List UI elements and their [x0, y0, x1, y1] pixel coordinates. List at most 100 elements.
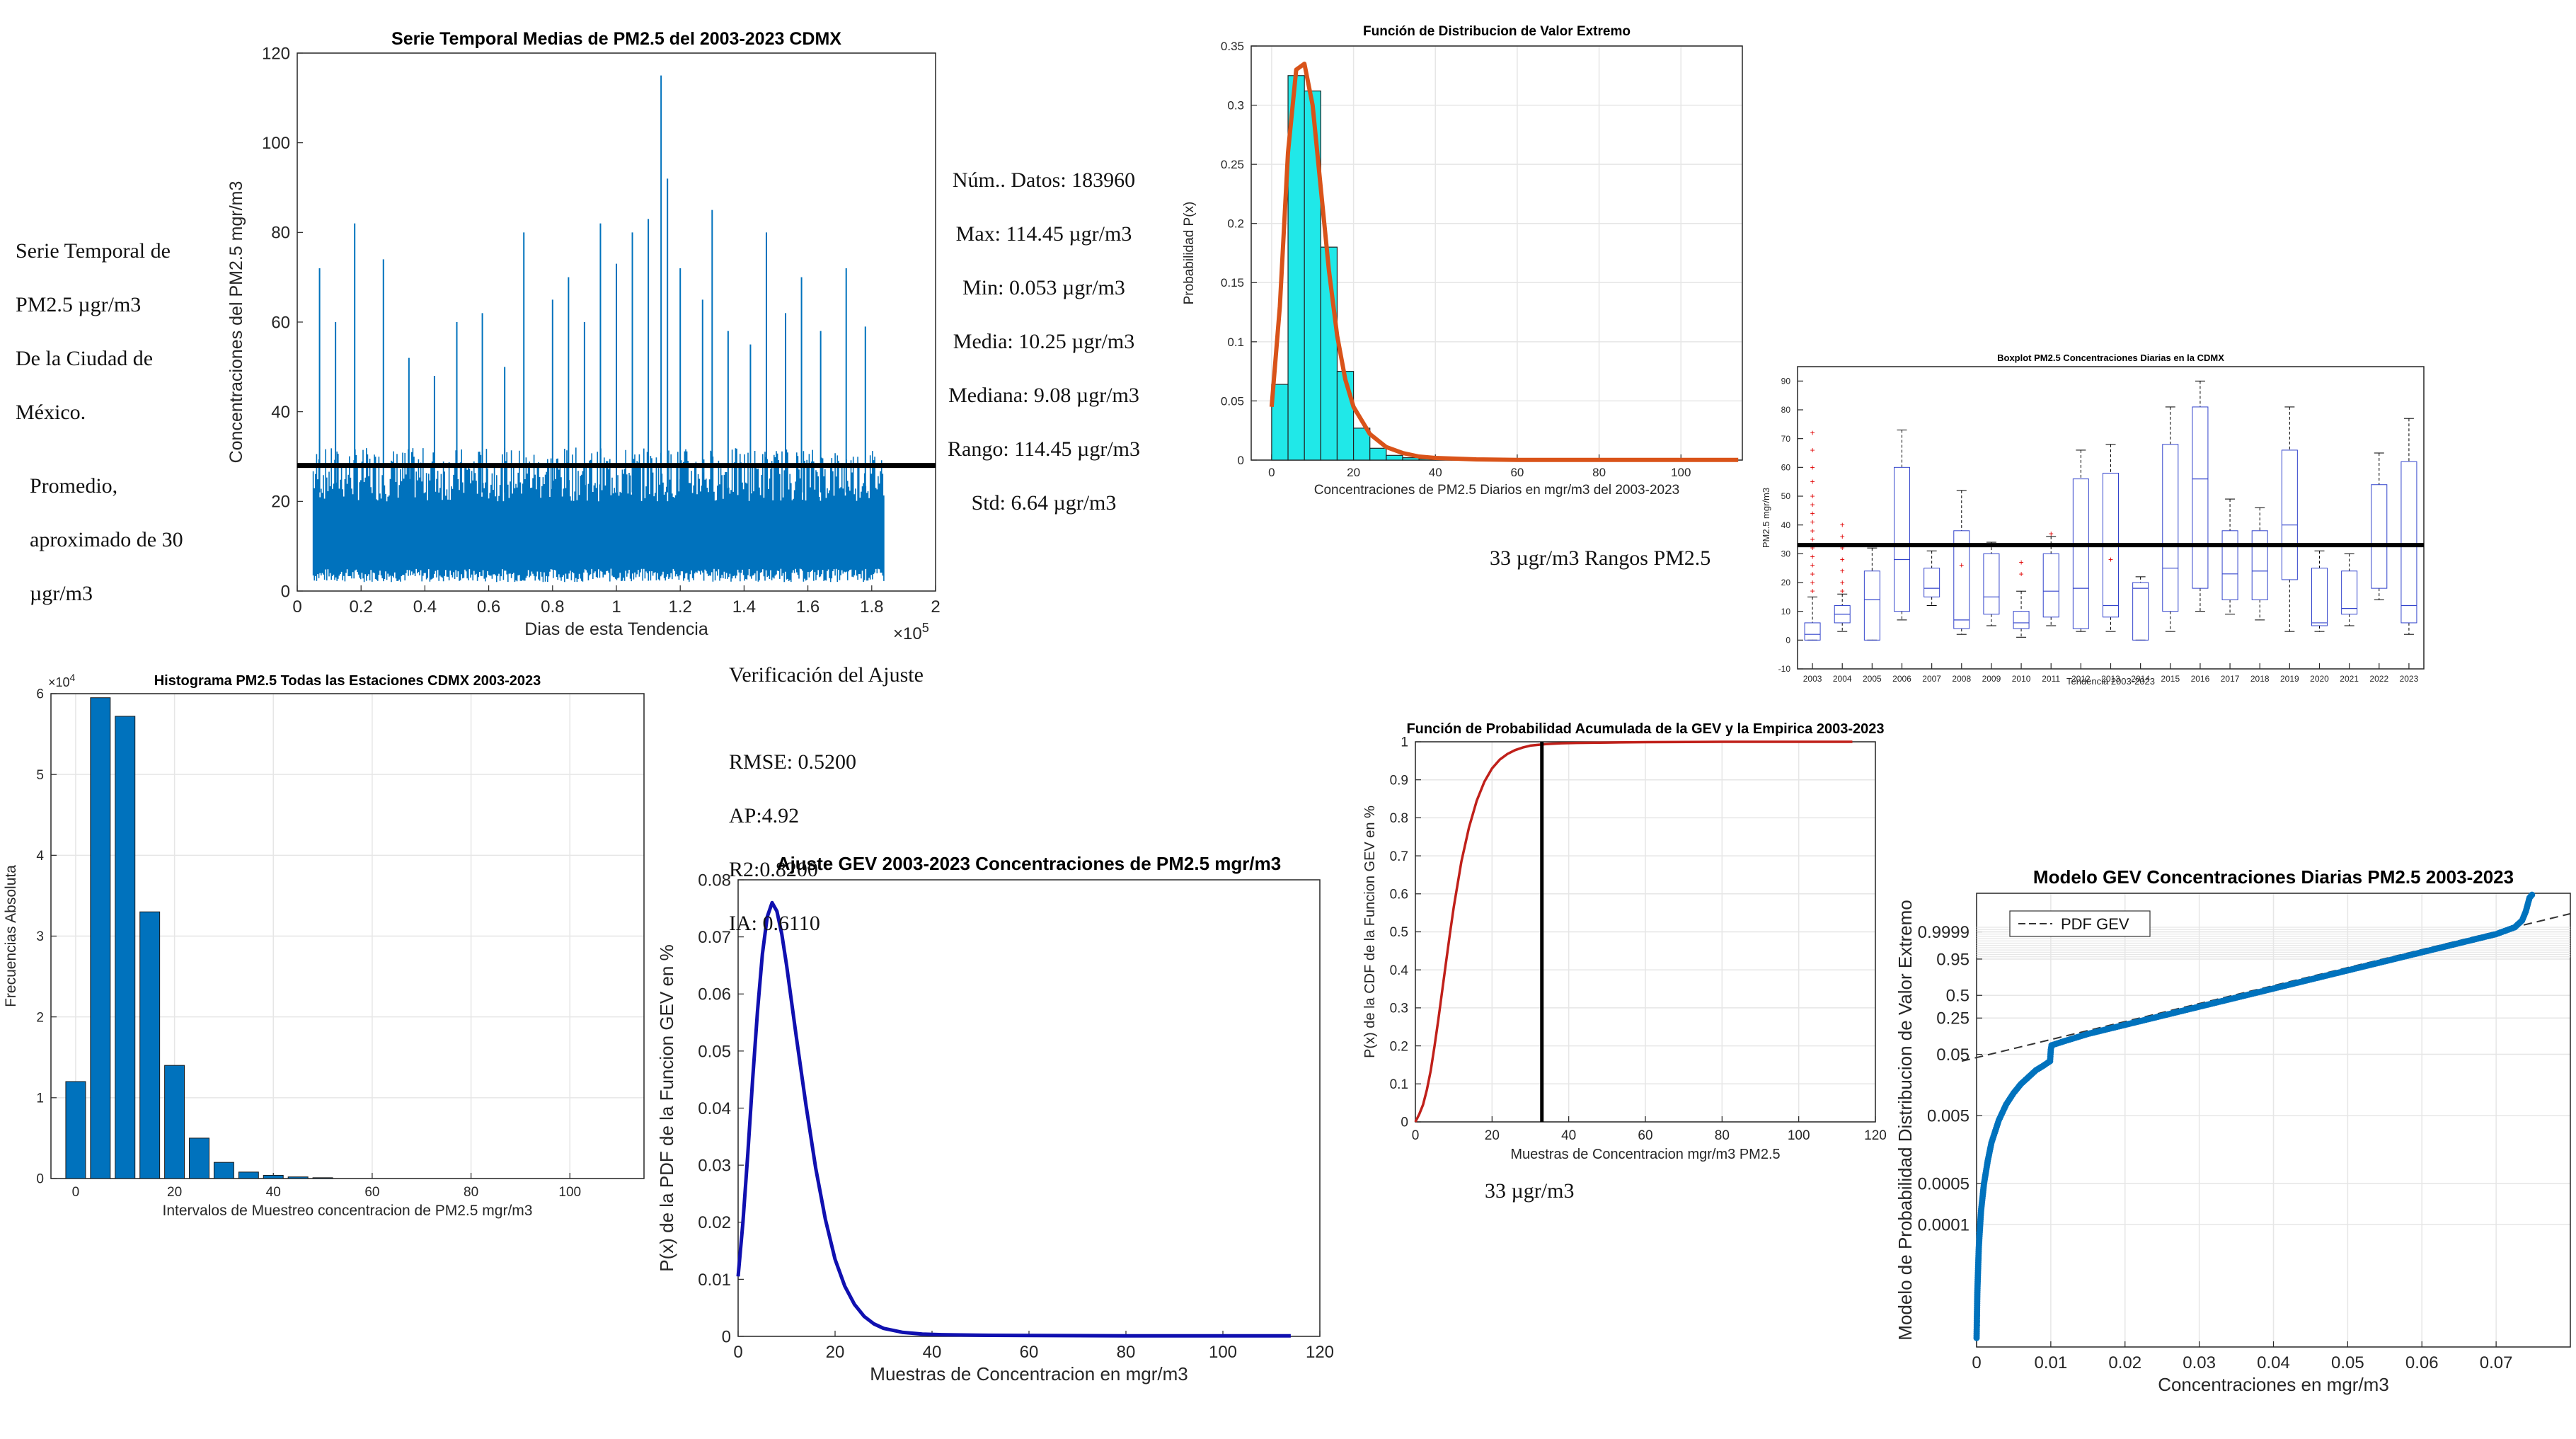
y-tick-label: 0.9999: [1918, 923, 1970, 942]
stat-line: Núm.. Datos: 183960: [952, 168, 1136, 192]
x-tick-label: 2003: [1803, 674, 1822, 684]
tick-labels: 0 0.2 0.4 0.6 0.8 1 1.2 1.4 1.6 1.8 20204060801001…: [262, 44, 941, 617]
x-tick-label: 40: [1429, 466, 1442, 479]
box-iqr: [2162, 444, 2179, 612]
x-tick-label: 2013: [2101, 674, 2120, 684]
chart-title: Modelo GEV Concentraciones Diarias PM2.5…: [2033, 866, 2514, 888]
outlier-marker: +: [1810, 534, 1815, 544]
x-tick-label: 2015: [2161, 674, 2180, 684]
box-2018: [2251, 507, 2268, 621]
data-point: ×: [1975, 1248, 1981, 1259]
x-tick-label: 2007: [1922, 674, 1941, 684]
outlier-marker: +: [1840, 532, 1845, 541]
x-tick-label: 1.4: [732, 597, 756, 617]
y-tick-label: 20: [1781, 578, 1791, 587]
y-tick-label: 0: [36, 1172, 44, 1187]
histogram-bar: [139, 911, 161, 1179]
box-iqr: [1804, 622, 1821, 641]
y-tick-label: 0.35: [1221, 40, 1244, 53]
x-tick-label: 20: [1485, 1128, 1500, 1143]
y-exponent: ×104: [48, 672, 76, 689]
x-tick-label: 0.8: [541, 597, 564, 617]
box-iqr: [2072, 478, 2089, 629]
box-2019: [2281, 406, 2298, 632]
stat-line: Mediana: 9.08 µgr/m3: [948, 384, 1139, 407]
histogram-bar: [65, 1081, 86, 1179]
outlier-marker: +: [1810, 517, 1815, 527]
box-iqr: [2013, 611, 2030, 629]
evd-bar: [1369, 447, 1387, 461]
x-tick-label: 2017: [2221, 674, 2240, 684]
evd-chart: 0 20 40 60 80 100 0 0.05 0.1 0.15 0.2 0.25 0.3 0.35 Fu…: [1182, 24, 1743, 498]
x-tick-label: 40: [923, 1343, 942, 1362]
y-tick-label: 80: [1781, 405, 1791, 415]
y-tick-label: 2: [36, 1010, 44, 1025]
box-2004: [1834, 593, 1851, 632]
stat-line: Media: 10.25 µgr/m3: [953, 330, 1135, 353]
gev-cdf-curve: [1414, 740, 1853, 1123]
x-tick-label: 2023: [2400, 674, 2419, 684]
axes-box: [1976, 893, 2571, 1348]
x-tick-label: 2006: [1892, 674, 1911, 684]
x-tick-label: 2022: [2369, 674, 2388, 684]
data-point: ×: [1975, 1308, 1981, 1319]
y-tick-label: 0: [1786, 636, 1790, 646]
box-iqr: [2042, 553, 2059, 618]
box-iqr: [2311, 568, 2328, 626]
y-tick-label: 0.06: [698, 985, 731, 1004]
y-tick-label: 80: [271, 224, 290, 243]
x-tick-label: 2018: [2250, 674, 2270, 684]
y-tick-label: 0.2: [1227, 217, 1244, 231]
y-tick-label: 50: [1781, 491, 1791, 501]
y-tick-label: 60: [271, 313, 290, 332]
y-tick-label: 120: [262, 44, 290, 63]
histogram-bar: [90, 697, 111, 1179]
y-axis-label: Concentraciones del PM2.5 mgr/m3: [226, 181, 246, 464]
outlier-marker: +: [1810, 445, 1815, 455]
x-tick-label: 80: [1592, 466, 1606, 479]
y-tick-label: 0.5: [1946, 987, 1970, 1006]
histogram-bar: [312, 1177, 333, 1179]
verificacion-line: RMSE: 0.5200: [729, 750, 857, 774]
y-tick-label: 0.1: [1227, 336, 1244, 349]
stat-line: Min: 0.053 µgr/m3: [962, 276, 1125, 299]
y-tick-label: 0.0001: [1918, 1215, 1970, 1234]
y-tick-label: 40: [1781, 520, 1791, 530]
box-iqr: [2192, 406, 2209, 589]
tick-labels: 0 20 40 60 80 100 120 0 0.01 0.02 0.03 0.04 0.05 0.06…: [698, 871, 1334, 1362]
outlier-marker: +: [1840, 520, 1845, 530]
x-tick-label: 0.05: [2331, 1353, 2364, 1372]
x-tick-label: 0: [1412, 1128, 1420, 1143]
x-tick-label: 2019: [2280, 674, 2299, 684]
serie-label-line: México.: [16, 401, 86, 424]
exponent-power: 5: [922, 621, 929, 635]
x-tick-label: 0: [72, 1185, 80, 1200]
tick-labels: 0 20 40 60 80 100 0 0.05 0.1 0.15 0.2 0.25 0.3 0.35: [1221, 40, 1691, 479]
box-2007: [1924, 550, 1940, 607]
y-tick-label: 0.25: [1936, 1009, 1970, 1028]
box-iqr: [1894, 466, 1910, 612]
data-point: ×: [1975, 1268, 1981, 1279]
y-tick-label: -10: [1778, 664, 1791, 674]
box-2008: [1953, 490, 1970, 635]
y-axis-label: PM2.5 mgr/m3: [1761, 488, 1771, 548]
outlier-marker: +: [1810, 500, 1815, 510]
outlier-marker: +: [1840, 566, 1845, 576]
y-tick-label: 1: [36, 1091, 44, 1106]
box-iqr: [2281, 449, 2298, 580]
axes-box: [297, 52, 936, 592]
x-tick-label: 60: [1020, 1343, 1039, 1362]
x-tick-label: 2021: [2340, 674, 2359, 684]
outlier-marker: +: [1810, 462, 1815, 472]
y-tick-label: 0.9: [1390, 773, 1408, 788]
x-tick-label: 0.06: [2405, 1353, 2439, 1372]
x-axis-label: Intervalos de Muestreo concentracion de …: [163, 1203, 533, 1219]
y-tick-label: 20: [271, 493, 290, 512]
x-tick-label: 0: [1268, 466, 1275, 479]
y-tick-label: 10: [1781, 607, 1791, 617]
x-tick-label: 0.2: [350, 597, 373, 617]
box-iqr: [2221, 530, 2238, 600]
y-tick-label: 0.03: [698, 1157, 731, 1176]
x-tick-label: 2004: [1833, 674, 1852, 684]
